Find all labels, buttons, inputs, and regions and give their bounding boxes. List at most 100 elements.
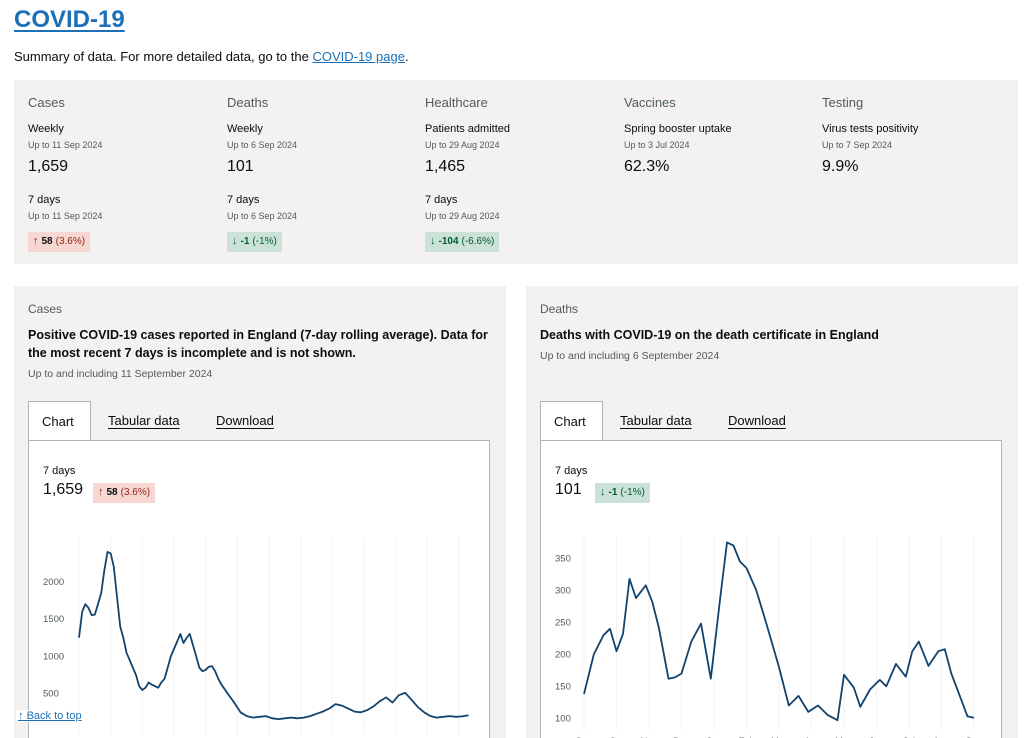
change-percent: (-1%) — [620, 487, 645, 498]
change-label: 7 days — [425, 194, 458, 206]
chart-panel: 7 days 1,659 ↑58(3.6%) 500100015002000Se… — [28, 440, 490, 738]
metric-label: Spring booster uptake — [624, 123, 732, 135]
y-tick-label: 1000 — [43, 651, 64, 662]
cases-card: Cases Positive COVID-19 cases reported i… — [14, 286, 506, 738]
metric-date: Up to 3 Jul 2024 — [624, 140, 690, 150]
tab-chart[interactable]: Chart — [540, 401, 603, 442]
metric-label: Virus tests positivity — [822, 123, 919, 135]
change-badge: ↑ 58 (3.6%) — [28, 231, 91, 252]
summary-title: Deaths — [227, 95, 269, 110]
x-tick-label: Nov — [641, 736, 658, 738]
metric-label: Patients admitted — [425, 123, 510, 135]
y-tick-label: 150 — [555, 681, 571, 692]
line-chart: 100 150 200 250 300 350 Sep Oct Nov Dec Jan Feb Mar A… — [555, 536, 983, 738]
arrow-up-icon: ↑ — [33, 235, 39, 247]
x-tick-label: Sep — [966, 736, 983, 738]
metric-value: 62.3% — [624, 158, 670, 175]
deaths-card: Deaths Deaths with COVID-19 on the death… — [526, 286, 1018, 738]
chart-title: Deaths with COVID-19 on the death certif… — [540, 328, 879, 342]
chart-subtitle: Up to and including 11 September 2024 — [28, 368, 213, 380]
change-label: 7 days — [28, 194, 61, 206]
summary-title: Testing — [822, 95, 864, 110]
back-to-top-link[interactable]: ↑ Back to top — [16, 710, 84, 722]
change-value: -1 — [240, 236, 250, 247]
summary-panel: Cases Weekly Up to 11 Sep 2024 1,659 7 da… — [14, 80, 1018, 264]
arrow-down-icon: ↓ — [600, 486, 606, 498]
x-tick-label: Jul — [903, 736, 915, 738]
y-tick-label: 300 — [555, 585, 571, 596]
metric-label: Weekly — [28, 123, 64, 135]
change-value: 58 — [106, 487, 118, 498]
x-tick-label: Apr — [804, 736, 819, 738]
page-title[interactable]: COVID-19 — [14, 6, 125, 33]
arrow-up-icon: ↑ — [18, 710, 24, 722]
arrow-up-icon: ↑ — [98, 486, 104, 498]
card-tag: Cases — [28, 302, 63, 316]
x-tick-label: Feb — [738, 736, 754, 738]
metric-label: Weekly — [227, 123, 263, 135]
tab-download[interactable]: Download — [728, 413, 786, 428]
metric-value: 1,659 — [28, 158, 69, 175]
chart-subtitle: Up to and including 6 September 2024 — [540, 350, 720, 362]
card-tag: Deaths — [540, 302, 579, 316]
y-tick-label: 350 — [555, 553, 571, 564]
arrow-down-icon: ↓ — [430, 235, 436, 247]
chart-tabs: Chart Tabular data Download — [540, 401, 1002, 442]
metric-date: Up to 6 Sep 2024 — [227, 140, 298, 150]
series-line — [78, 551, 469, 721]
change-badge: ↓ -1 (-1%) — [227, 231, 282, 252]
chart-panel: 7 days 101 ↓-1(-1%) 100 150 200 250 300 350 Se… — [540, 440, 1002, 738]
headline-value: 101 — [555, 481, 582, 498]
tab-chart[interactable]: Chart — [28, 401, 91, 442]
change-percent: (-1%) — [252, 236, 277, 247]
y-tick-label: 100 — [555, 713, 571, 724]
metric-value: 1,465 — [425, 158, 466, 175]
change-value: 58 — [41, 236, 53, 247]
y-tick-label: 1500 — [43, 614, 64, 625]
covid-page-link[interactable]: COVID-19 page — [312, 49, 405, 64]
headline-change-badge: ↓ -1 (-1%) — [595, 482, 650, 503]
x-tick-label: Dec — [673, 736, 690, 738]
y-tick-label: 500 — [43, 689, 59, 700]
y-tick-label: 200 — [555, 649, 571, 660]
change-value: -104 — [438, 236, 459, 247]
intro-suffix: . — [404, 49, 409, 64]
metric-date: Up to 29 Aug 2024 — [425, 140, 500, 150]
summary-title: Healthcare — [425, 95, 488, 110]
metric-date: Up to 7 Sep 2024 — [822, 140, 893, 150]
headline-value: 1,659 — [43, 481, 84, 498]
metric-value: 101 — [227, 158, 254, 175]
change-value: -1 — [608, 487, 618, 498]
change-percent: (3.6%) — [55, 236, 86, 247]
arrow-down-icon: ↓ — [232, 235, 238, 247]
x-tick-label: Oct — [609, 736, 624, 738]
change-badge: ↓ -104 (-6.6%) — [425, 231, 500, 252]
change-percent: (3.6%) — [120, 487, 151, 498]
change-percent: (-6.6%) — [461, 236, 495, 247]
x-tick-label: Jun — [869, 736, 884, 738]
tab-download[interactable]: Download — [216, 413, 274, 428]
y-tick-label: 250 — [555, 617, 571, 628]
headline-label: 7 days — [43, 465, 76, 477]
line-chart: 500100015002000SepOctNovDecJanFebMarAprM… — [43, 537, 469, 735]
change-date: Up to 29 Aug 2024 — [425, 211, 500, 221]
back-to-top-label: Back to top — [26, 710, 82, 722]
x-tick-label: Sep — [576, 736, 593, 738]
x-tick-label: Jan — [706, 736, 721, 738]
summary-title: Cases — [28, 95, 65, 110]
metric-date: Up to 11 Sep 2024 — [28, 140, 103, 150]
x-tick-label: Mar — [771, 736, 787, 738]
x-tick-label: May — [835, 736, 853, 738]
y-tick-label: 2000 — [43, 577, 64, 588]
tab-tabular-data[interactable]: Tabular data — [620, 413, 692, 428]
intro-text: Summary of data. For more detailed data,… — [14, 49, 409, 64]
headline-label: 7 days — [555, 465, 588, 477]
series-line — [583, 541, 975, 722]
metric-value: 9.9% — [822, 158, 859, 175]
summary-title: Vaccines — [624, 95, 676, 110]
tab-tabular-data[interactable]: Tabular data — [108, 413, 180, 428]
chart-tabs: Chart Tabular data Download — [28, 401, 490, 442]
chart-title: Positive COVID-19 cases reported in Engl… — [28, 328, 488, 360]
change-date: Up to 11 Sep 2024 — [28, 211, 103, 221]
x-tick-label: Aug — [933, 736, 950, 738]
